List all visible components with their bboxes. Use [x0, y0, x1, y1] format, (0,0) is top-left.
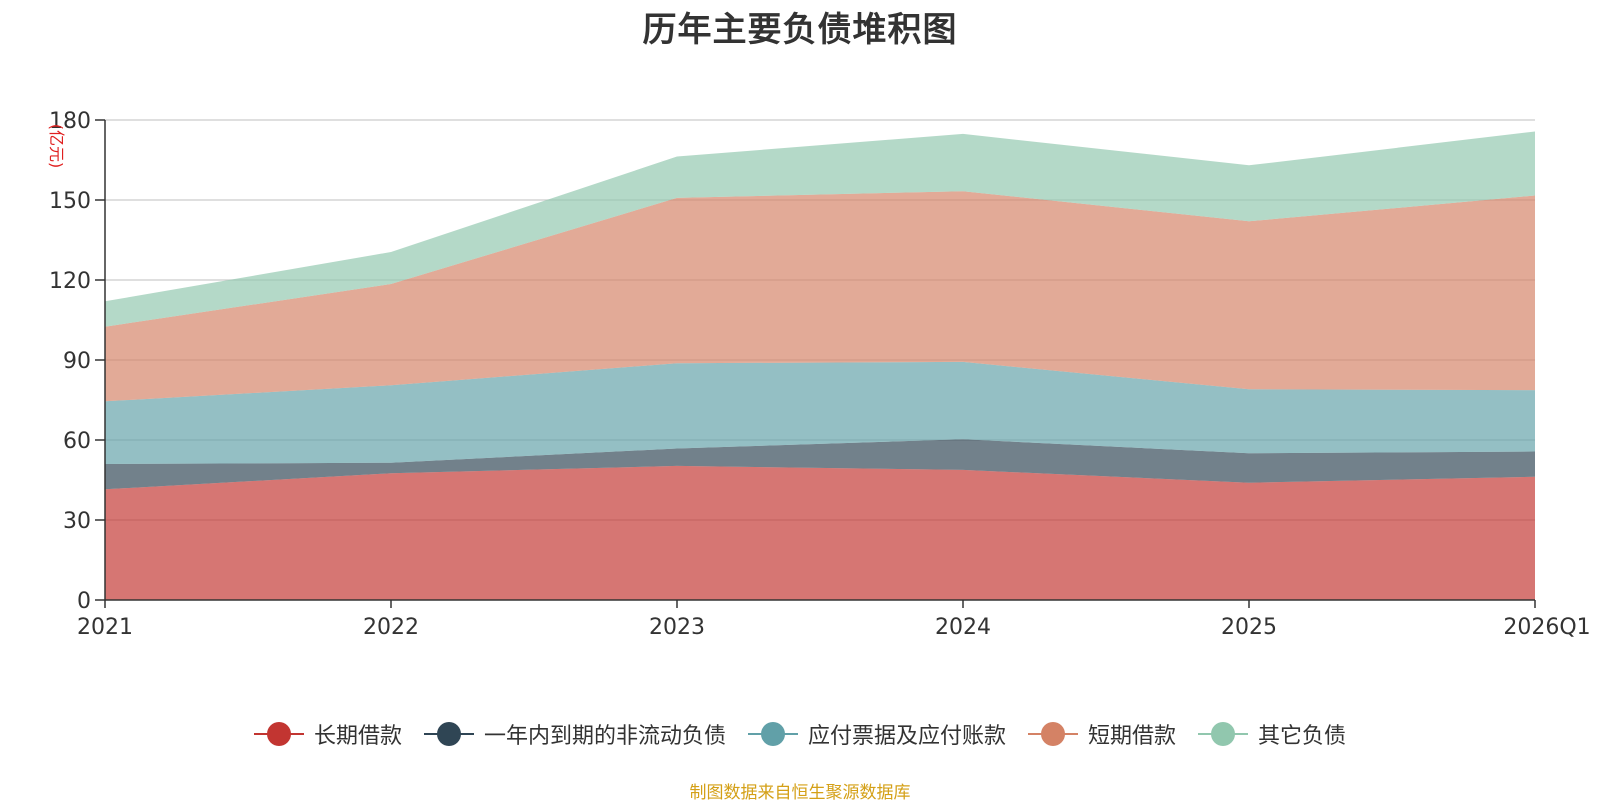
legend-marker-icon: [1198, 722, 1249, 746]
y-tick-label: 150: [49, 189, 91, 214]
legend-label: 一年内到期的非流动负债: [483, 724, 726, 749]
x-tick-label: 2024: [935, 615, 991, 640]
legend-item-4[interactable]: 短期借款: [1028, 718, 1176, 750]
legend-marker-icon: [1028, 722, 1078, 746]
legend-marker-icon: [747, 722, 798, 746]
legend-label: 其它负债: [1258, 724, 1347, 749]
y-tick-label: 30: [63, 509, 91, 534]
chart-title: 历年主要负债堆积图: [642, 10, 958, 50]
y-tick-label: 120: [49, 269, 91, 294]
legend: 长期借款 一年内到期的非流动负债 应付票据及应付账款 短期借款 其它负债: [0, 718, 1600, 750]
legend-label: 短期借款: [1088, 724, 1177, 749]
x-tick-label: 2021: [77, 615, 133, 640]
y-tick-label: 60: [63, 429, 91, 454]
area-series-5: [105, 131, 1535, 327]
area-series-1: [105, 465, 1535, 600]
y-tick-label: 180: [49, 109, 91, 134]
area-series-4: [105, 191, 1535, 402]
x-tick-label: 2026Q1: [1503, 615, 1590, 640]
legend-item-1[interactable]: 长期借款: [253, 718, 402, 750]
area-series-2: [105, 439, 1535, 490]
legend-item-5[interactable]: 其它负债: [1198, 718, 1346, 750]
x-tick-label: 2023: [649, 615, 705, 640]
legend-label: 应付票据及应付账款: [807, 724, 1006, 749]
legend-item-3[interactable]: 应付票据及应付账款: [747, 718, 1006, 750]
x-tick-label: 2022: [363, 615, 419, 640]
y-tick-label: 0: [77, 589, 91, 614]
axes: 0 30 60 90 120 150 180 2021 2022 2023 2024 2025 2026…: [49, 109, 1591, 640]
area-series-group: [105, 131, 1535, 600]
legend-label: 长期借款: [313, 724, 402, 749]
y-axis-unit-label: (亿元): [47, 124, 66, 169]
y-tick-label: 90: [63, 349, 91, 374]
data-source-note: 制图数据来自恒生聚源数据库: [689, 783, 911, 803]
legend-item-2[interactable]: 一年内到期的非流动负债: [423, 718, 726, 750]
legend-marker-icon: [253, 722, 304, 746]
legend-marker-icon: [423, 722, 474, 746]
x-tick-label: 2025: [1221, 615, 1277, 640]
area-series-3: [105, 361, 1535, 464]
